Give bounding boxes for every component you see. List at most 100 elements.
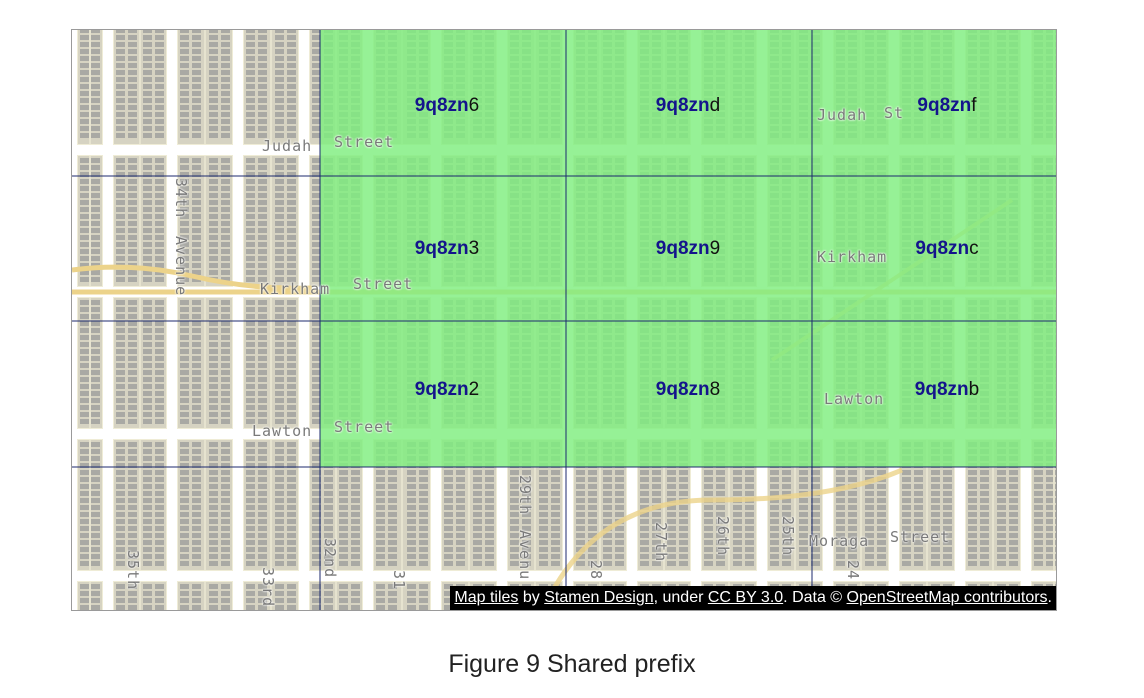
building [180,463,189,468]
building [733,491,742,496]
building [312,335,321,340]
building [155,235,164,240]
building [287,349,296,354]
building [865,519,874,524]
building [576,477,585,482]
building [128,221,137,226]
building [91,605,100,610]
building [287,242,296,247]
building [221,533,230,538]
building [155,98,164,103]
building [287,84,296,89]
building [246,398,255,403]
building [246,186,255,191]
building [192,335,201,340]
building [155,49,164,54]
building [275,491,284,496]
building [1046,540,1055,545]
building [943,540,952,545]
building [275,547,284,552]
attribution-link-map-tiles[interactable]: Map tiles [454,589,519,606]
building [180,328,189,333]
building [419,598,428,603]
building [615,526,624,531]
building [287,356,296,361]
building [143,77,152,82]
building [180,30,189,33]
building [275,391,284,396]
building [180,591,189,596]
building [275,165,284,170]
building [312,228,321,233]
building [180,63,189,68]
building [180,172,189,177]
building [80,277,89,282]
building [116,547,125,552]
building [667,470,676,475]
building [679,533,688,538]
building [312,498,321,503]
building [221,112,230,117]
building [312,277,321,282]
building [275,405,284,410]
building [312,321,321,326]
building [209,412,218,417]
building [258,256,267,261]
building [192,561,201,566]
building [246,540,255,545]
building [91,335,100,340]
building [155,126,164,131]
building [275,349,284,354]
building [312,349,321,354]
building [287,391,296,396]
building [551,554,560,559]
building [997,547,1006,552]
building [388,591,397,596]
attribution-link-license[interactable]: CC BY 3.0 [707,589,784,606]
building [287,456,296,461]
building [745,533,754,538]
building [745,561,754,566]
building [456,526,465,531]
building [931,470,940,475]
building [388,505,397,510]
building [128,30,137,33]
building [811,533,820,538]
building [221,91,230,96]
building [116,179,125,184]
building [180,605,189,610]
building [324,470,333,475]
building [258,307,267,312]
building [312,98,321,103]
building [143,49,152,54]
building [128,561,137,566]
building [351,547,360,552]
building [155,277,164,282]
building [782,533,791,538]
building [246,235,255,240]
building [539,484,548,489]
building [116,84,125,89]
map-figure[interactable]: Judah Street Judah St Kirkham Street Kir… [71,29,1057,611]
building [246,561,255,566]
attribution-link-osm[interactable]: OpenStreetMap contributors [846,589,1048,606]
building [473,526,482,531]
building [155,30,164,33]
building [588,561,597,566]
building [192,328,201,333]
building [287,158,296,163]
building [80,200,89,205]
building [180,277,189,282]
building [914,491,923,496]
building [799,547,808,552]
building [615,498,624,503]
building [116,505,125,510]
building [782,547,791,552]
building [80,398,89,403]
attribution-link-stamen[interactable]: Stamen Design [544,589,654,606]
building [943,554,952,559]
building [312,384,321,389]
building [192,598,201,603]
building [943,561,952,566]
building [80,584,89,589]
